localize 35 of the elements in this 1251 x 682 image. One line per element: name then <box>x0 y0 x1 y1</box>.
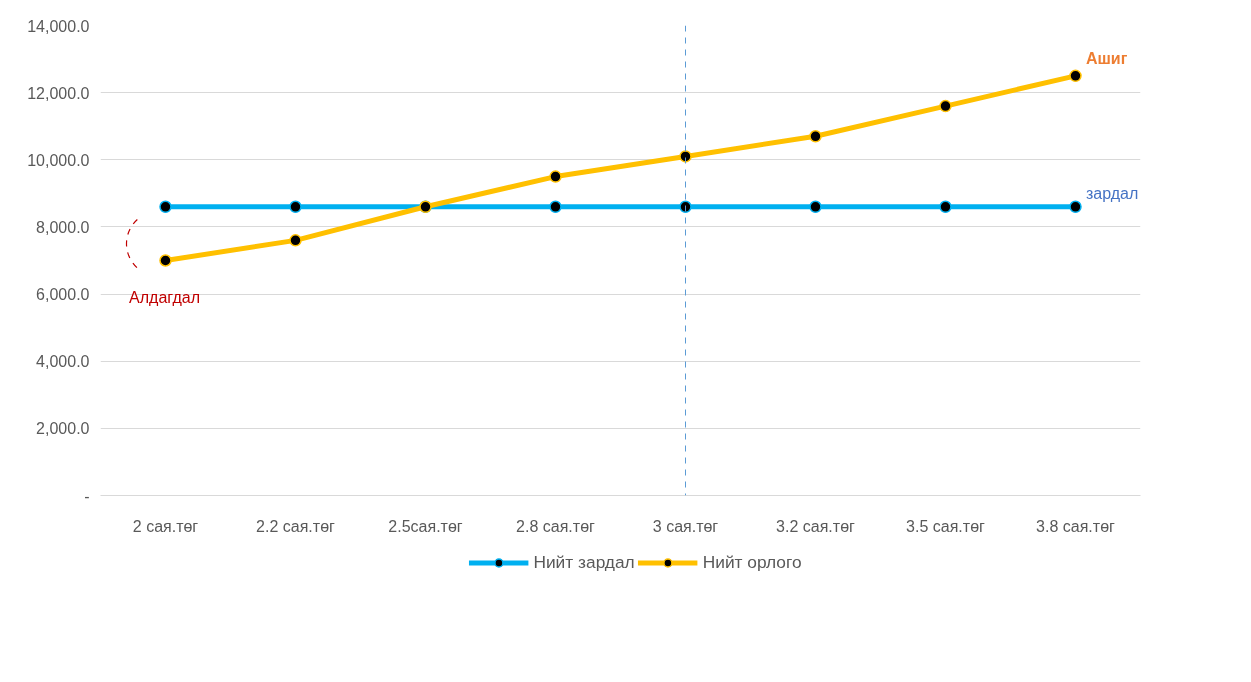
point <box>289 200 302 214</box>
annotation: зардал <box>1085 184 1139 202</box>
x-tick-label: 3.8 сая.төг <box>1036 517 1116 535</box>
y-tick-label: 6,000.0 <box>36 286 90 304</box>
point <box>1069 200 1082 214</box>
x-tick-label: 2.5сая.төг <box>388 517 463 535</box>
point <box>159 200 172 214</box>
legend-label: Нийт зардал <box>533 551 635 573</box>
point <box>809 200 822 214</box>
y-tick-label: 2,000.0 <box>36 420 90 438</box>
point <box>159 254 172 267</box>
point <box>289 234 302 247</box>
x-tick-label: 2.2 сая.төг <box>256 517 336 535</box>
y-tick-label: 10,000.0 <box>27 151 90 169</box>
point <box>939 200 952 214</box>
point <box>939 99 952 113</box>
legend-label: Нийт орлого <box>702 551 802 573</box>
point <box>809 130 822 143</box>
x-tick-label: 2 сая.төг <box>132 517 199 535</box>
point <box>1069 69 1082 83</box>
point <box>679 150 692 163</box>
annotation: Ашиг <box>1085 50 1128 68</box>
point <box>549 200 562 214</box>
x-tick-label: 3.2 сая.төг <box>776 517 856 535</box>
point <box>679 200 692 214</box>
x-tick-label: 2.8 сая.төг <box>516 517 596 535</box>
annotation: Алдагдал <box>129 288 201 306</box>
x-tick-label: 3 сая.төг <box>652 517 719 535</box>
point <box>549 170 562 183</box>
x-tick-label: 3.5 сая.төг <box>906 517 986 535</box>
y-tick-label: 8,000.0 <box>36 218 90 236</box>
y-tick-label: 4,000.0 <box>36 353 90 371</box>
y-tick-label: - <box>84 487 90 505</box>
y-tick-label: 12,000.0 <box>27 84 90 102</box>
y-tick-label: 14,000.0 <box>27 17 90 35</box>
